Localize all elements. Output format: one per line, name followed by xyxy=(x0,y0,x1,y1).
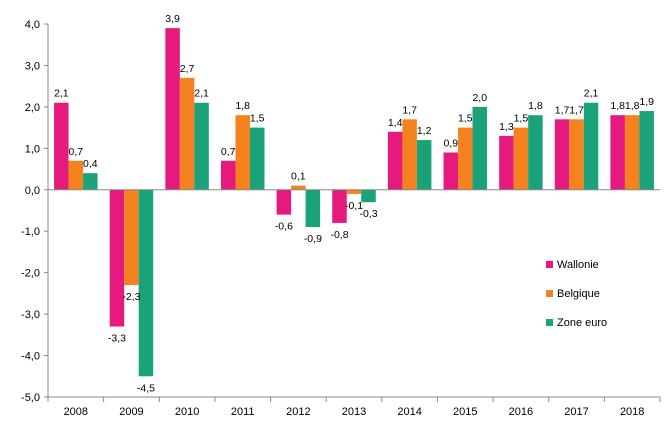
bars xyxy=(54,28,654,377)
bar xyxy=(124,189,139,286)
bar xyxy=(291,185,306,190)
legend-swatch xyxy=(546,290,553,297)
data-label: -0,3 xyxy=(359,208,377,220)
data-label: 0,9 xyxy=(443,137,458,149)
bar xyxy=(276,189,292,215)
data-label: -3,3 xyxy=(108,333,126,345)
y-tick-label: -3,0 xyxy=(21,309,40,321)
y-tick-label: 2,0 xyxy=(25,102,40,114)
bar xyxy=(235,115,250,190)
x-tick-label: 2010 xyxy=(175,406,199,418)
data-label: 2,1 xyxy=(54,88,69,100)
bar xyxy=(402,119,417,190)
x-tick-label: 2013 xyxy=(342,406,366,418)
data-label: 1,7 xyxy=(555,104,570,116)
data-label: 2,1 xyxy=(194,88,209,100)
x-tick-label: 2011 xyxy=(231,406,255,418)
data-label: -0,9 xyxy=(304,233,322,245)
data-label: 0,1 xyxy=(291,171,306,183)
bar xyxy=(639,111,654,190)
x-tick-label: 2017 xyxy=(564,406,588,418)
bar xyxy=(220,160,236,190)
data-label: 1,8 xyxy=(528,100,543,112)
bar xyxy=(624,115,640,190)
data-label: 1,8 xyxy=(625,100,640,112)
bar xyxy=(472,106,488,190)
data-label: 2,7 xyxy=(180,63,195,75)
legend-label: Zone euro xyxy=(557,317,607,329)
bar xyxy=(179,77,195,190)
x-axis: 2008 2009 2010 2011 2012 2013 2014 2015 2016 2017… xyxy=(47,189,661,418)
data-label: 0,4 xyxy=(83,158,98,170)
data-label: 1,7 xyxy=(402,104,417,116)
legend: Wallonie Belgique Zone euro xyxy=(546,259,607,329)
y-tick-label: 1,0 xyxy=(25,143,40,155)
bar xyxy=(332,189,347,223)
y-tick-label: 4,0 xyxy=(25,19,40,31)
data-label: 1,5 xyxy=(250,113,265,125)
y-axis: 4,0 3,0 2,0 1,0 0,0 -1,0 -2,0 -3,0 -4,0 -5,0 xyxy=(21,19,49,404)
bar xyxy=(513,127,529,190)
legend-label: Wallonie xyxy=(557,259,599,271)
bar xyxy=(554,119,570,190)
data-label: 1,9 xyxy=(639,96,654,108)
y-tick-label: 0,0 xyxy=(25,185,40,197)
bar xyxy=(583,102,599,190)
bar xyxy=(249,127,265,190)
data-label: 0,7 xyxy=(221,146,236,158)
data-label: 2,0 xyxy=(472,92,487,104)
data-label: 2,1 xyxy=(584,88,599,100)
bar xyxy=(194,102,209,190)
x-tick-label: 2008 xyxy=(64,406,88,418)
data-label: 0,7 xyxy=(69,146,84,158)
data-label: -0,1 xyxy=(345,200,363,212)
data-label: -0,8 xyxy=(330,229,348,241)
bar xyxy=(610,115,625,190)
bar xyxy=(443,152,459,190)
y-tick-label: -1,0 xyxy=(21,226,40,238)
bar xyxy=(361,189,376,203)
bar xyxy=(109,189,125,327)
x-tick-label: 2009 xyxy=(119,406,143,418)
bar xyxy=(569,119,584,190)
data-label: -2,3 xyxy=(122,291,140,303)
x-tick-label: 2015 xyxy=(453,406,477,418)
data-label: 1,5 xyxy=(458,113,473,125)
bar xyxy=(416,140,432,190)
bar xyxy=(165,28,180,190)
bar xyxy=(138,189,154,377)
y-tick-label: 3,0 xyxy=(25,60,40,72)
data-labels: 2,1 -3,3 3,9 0,7 -0,6 -0,8 1,4 0,9 1,3 1,7 1,8 0,7 -… xyxy=(54,13,654,394)
x-tick-label: 2012 xyxy=(286,406,310,418)
x-tick-label: 2016 xyxy=(509,406,533,418)
y-tick-label: -5,0 xyxy=(21,392,40,404)
data-label: 1,7 xyxy=(569,104,584,116)
data-label: 1,5 xyxy=(514,113,529,125)
x-tick-label: 2018 xyxy=(620,406,644,418)
y-tick-label: -4,0 xyxy=(21,351,40,363)
data-label: 1,2 xyxy=(417,125,432,137)
y-tick-label: -2,0 xyxy=(21,268,40,280)
bar xyxy=(83,173,98,190)
legend-swatch xyxy=(546,261,553,268)
bar xyxy=(528,115,543,190)
bar xyxy=(499,135,514,190)
data-label: 1,8 xyxy=(235,100,250,112)
data-label: -4,5 xyxy=(137,382,155,394)
bar xyxy=(458,127,473,190)
bar xyxy=(54,102,69,190)
data-label: 1,4 xyxy=(388,117,403,129)
data-label: 3,9 xyxy=(165,13,180,25)
legend-label: Belgique xyxy=(557,288,600,300)
data-label: 1,8 xyxy=(610,100,625,112)
bar xyxy=(305,189,321,228)
legend-swatch xyxy=(546,319,553,326)
bar xyxy=(346,189,362,194)
bar xyxy=(387,131,403,190)
data-label: -0,6 xyxy=(275,221,293,233)
data-label: 1,3 xyxy=(499,121,514,133)
bar xyxy=(68,160,84,190)
x-tick-label: 2014 xyxy=(397,406,421,418)
